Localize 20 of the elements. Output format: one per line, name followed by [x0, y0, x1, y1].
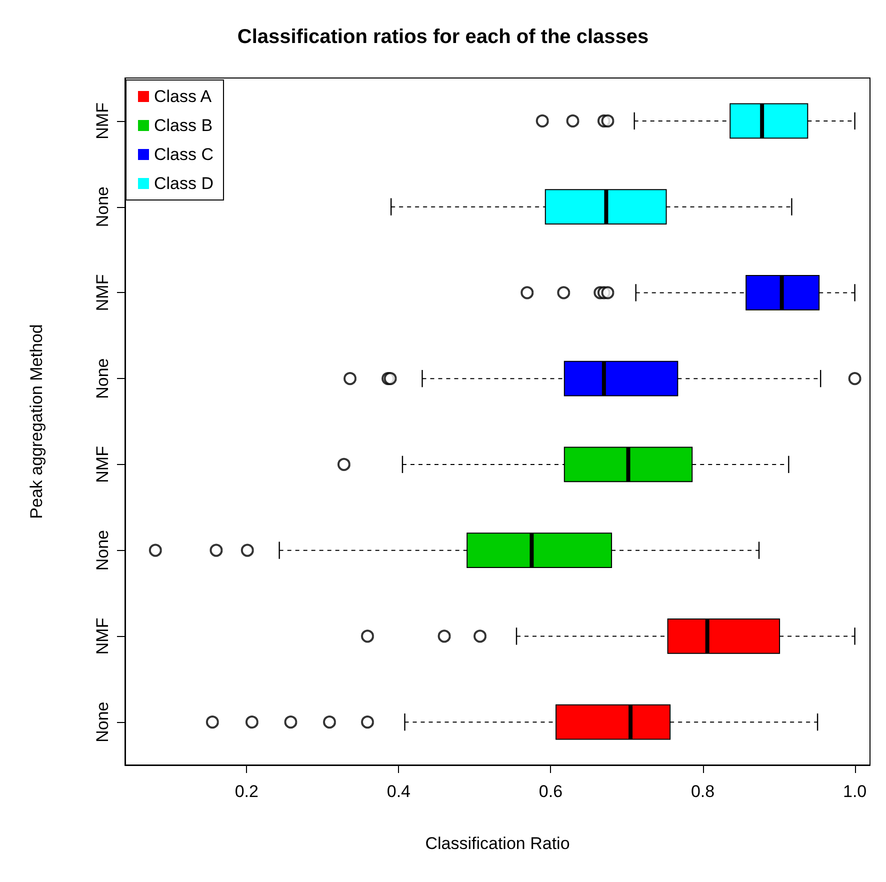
legend-label: Class C [154, 145, 214, 164]
x-axis-title: Classification Ratio [425, 834, 570, 853]
chart-title: Classification ratios for each of the classes [237, 26, 649, 48]
legend-label: Class D [154, 174, 214, 193]
x-tick-label: 0.6 [538, 782, 563, 801]
y-tick-label: NMF [93, 618, 112, 655]
y-tick-label: NMF [93, 102, 112, 140]
y-tick-label: None [93, 358, 112, 399]
x-tick-label: 0.2 [234, 782, 258, 801]
x-tick-label: 0.4 [386, 782, 410, 801]
y-tick-label: NMF [93, 446, 112, 483]
y-axis-title: Peak aggregation Method [27, 324, 46, 519]
legend-label: Class B [154, 116, 213, 135]
y-tick-label: None [93, 530, 112, 571]
y-tick-label: NMF [93, 274, 112, 312]
y-tick-label: None [93, 186, 112, 228]
legend-label: Class A [154, 87, 212, 106]
y-tick-label: None [93, 702, 112, 742]
x-tick-label: 1.0 [842, 782, 867, 801]
x-tick-label: 0.8 [690, 782, 715, 801]
